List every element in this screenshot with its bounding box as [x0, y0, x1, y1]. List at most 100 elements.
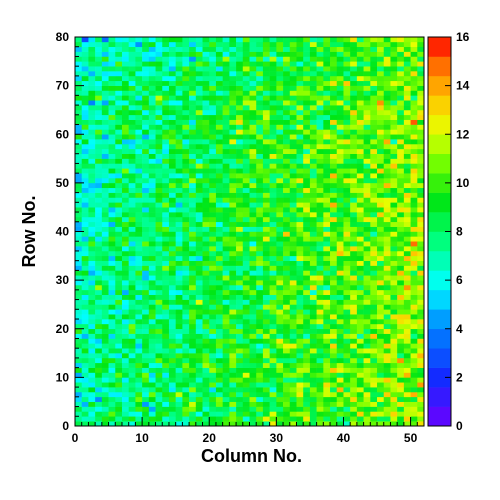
heatmap-cell	[155, 158, 163, 164]
heatmap-cell	[101, 71, 109, 77]
heatmap-cell	[383, 173, 391, 179]
heatmap-cell	[236, 294, 244, 300]
heatmap-cell	[323, 124, 331, 130]
heatmap-cell	[269, 348, 277, 354]
heatmap-cell	[81, 406, 89, 412]
heatmap-cell	[115, 353, 123, 359]
heatmap-cell	[410, 37, 418, 43]
heatmap-cell	[323, 182, 331, 189]
heatmap-cell	[363, 323, 371, 330]
heatmap-cell	[209, 357, 217, 364]
heatmap-cell	[323, 328, 331, 334]
heatmap-cell	[336, 328, 344, 334]
heatmap-cell	[350, 105, 358, 111]
heatmap-cell	[276, 207, 284, 213]
heatmap-cell	[276, 66, 284, 72]
heatmap-cell	[155, 95, 163, 101]
heatmap-cell	[397, 56, 405, 62]
heatmap-cell	[316, 212, 324, 218]
heatmap-cell	[323, 377, 331, 383]
heatmap-cell	[148, 304, 156, 310]
heatmap-cell	[121, 163, 129, 169]
heatmap-cell	[296, 362, 304, 368]
heatmap-cell	[189, 100, 197, 106]
heatmap-cell	[222, 207, 230, 213]
heatmap-cell	[121, 348, 129, 354]
heatmap-cell	[249, 304, 257, 310]
heatmap-cell	[175, 163, 183, 169]
heatmap-cell	[323, 343, 331, 349]
heatmap-cell	[256, 197, 264, 203]
heatmap-cell	[121, 416, 129, 422]
heatmap-cell	[323, 134, 331, 140]
heatmap-cell	[128, 353, 136, 359]
heatmap-cell	[336, 246, 344, 252]
heatmap-cell	[115, 90, 123, 96]
heatmap-cell	[397, 314, 405, 320]
heatmap-cell	[390, 348, 398, 354]
heatmap-cell	[81, 411, 89, 417]
heatmap-cell	[289, 284, 297, 291]
heatmap-cell	[195, 275, 203, 281]
heatmap-cell	[202, 401, 210, 407]
heatmap-cell	[330, 328, 338, 334]
heatmap-cell	[377, 37, 385, 43]
heatmap-cell	[101, 143, 109, 150]
heatmap-cell	[390, 411, 398, 417]
heatmap-cell	[121, 61, 129, 67]
heatmap-cell	[316, 416, 324, 422]
heatmap-cell	[397, 226, 405, 232]
heatmap-cell	[316, 168, 324, 174]
heatmap-cell	[215, 387, 223, 393]
heatmap-cell	[81, 158, 89, 164]
heatmap-cell	[209, 309, 217, 315]
heatmap-cell	[303, 372, 311, 378]
heatmap-cell	[397, 46, 405, 52]
heatmap-cell	[175, 328, 183, 334]
heatmap-cell	[175, 265, 183, 271]
heatmap-cell	[276, 80, 284, 86]
heatmap-cell	[410, 314, 418, 320]
heatmap-cell	[189, 124, 197, 130]
heatmap-cell	[336, 90, 344, 96]
heatmap-cell	[81, 294, 89, 300]
heatmap-cell	[323, 100, 331, 106]
heatmap-cell	[336, 391, 344, 398]
heatmap-cell	[148, 139, 156, 145]
heatmap-cell	[121, 46, 129, 52]
heatmap-cell	[256, 212, 264, 218]
heatmap-cell	[269, 382, 277, 388]
heatmap-cell	[262, 134, 270, 140]
heatmap-cell	[108, 289, 116, 296]
heatmap-cell	[88, 168, 96, 174]
heatmap-cell	[135, 362, 143, 368]
heatmap-cell	[390, 323, 398, 330]
heatmap-cell	[323, 114, 331, 120]
heatmap-cell	[115, 421, 123, 427]
heatmap-cell	[209, 41, 217, 48]
heatmap-cell	[215, 90, 223, 96]
heatmap-cell	[108, 129, 116, 135]
heatmap-cell	[383, 255, 391, 261]
heatmap-cell	[162, 265, 170, 271]
heatmap-cell	[336, 119, 344, 125]
heatmap-cell	[128, 71, 136, 77]
heatmap-cell	[95, 56, 103, 62]
heatmap-cell	[229, 270, 237, 276]
heatmap-cell	[323, 396, 331, 402]
heatmap-cell	[309, 119, 317, 125]
heatmap-cell	[81, 202, 89, 208]
heatmap-cell	[403, 255, 411, 261]
heatmap-cell	[189, 71, 197, 77]
heatmap-cell	[95, 382, 103, 388]
heatmap-cell	[303, 387, 311, 393]
heatmap-cell	[189, 372, 197, 378]
heatmap-cell	[276, 85, 284, 91]
heatmap-cell	[229, 187, 237, 193]
heatmap-cell	[417, 280, 425, 286]
heatmap-cell	[148, 241, 156, 247]
heatmap-cell	[417, 260, 425, 266]
heatmap-cell	[377, 265, 385, 271]
heatmap-cell	[350, 202, 358, 208]
heatmap-cell	[242, 319, 250, 325]
